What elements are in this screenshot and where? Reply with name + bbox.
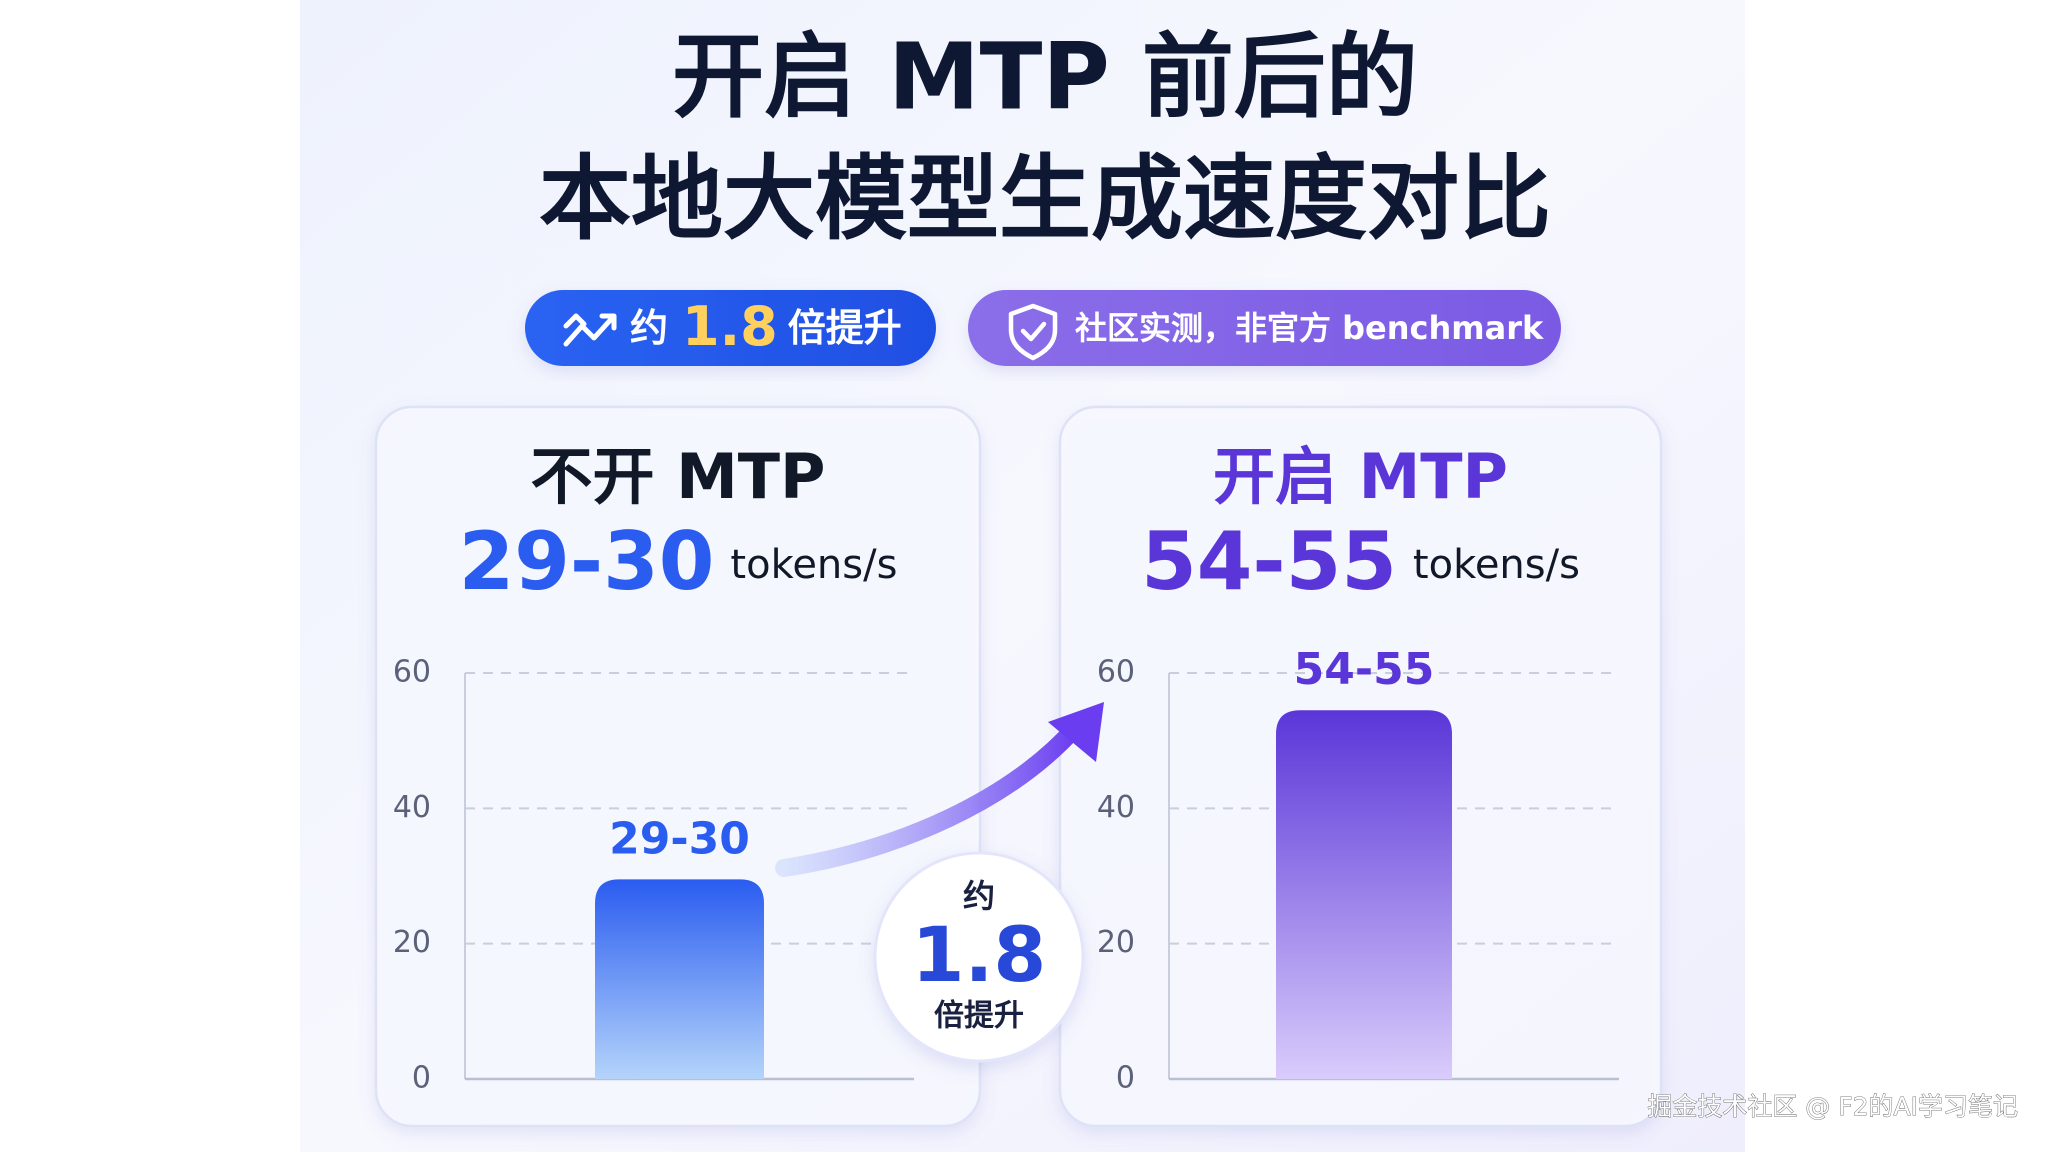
badge-speedup: 约 1.8 倍提升 [525, 290, 936, 366]
circle-value: 1.8 [912, 910, 1047, 999]
trend-icon [563, 313, 617, 347]
arrow-head [1048, 702, 1104, 762]
y-tick-label: 20 [1097, 925, 1135, 960]
card-speed: 29-30 tokens/s [459, 515, 898, 608]
badge-highlight: 1.8 [682, 295, 778, 358]
speed-value: 29-30 [459, 515, 715, 608]
y-tick-label: 60 [1097, 655, 1135, 690]
card-title: 不开 MTP [530, 440, 825, 513]
badge-suffix: 倍提升 [788, 306, 902, 350]
shield-icon [1008, 303, 1058, 361]
speed-unit: tokens/s [730, 542, 897, 588]
circle-bg [873, 851, 1085, 1063]
circle-prefix: 约 [963, 877, 995, 915]
badge-text: 约 1.8 倍提升 [630, 295, 902, 358]
y-tick-label: 60 [393, 655, 431, 690]
card-title: 开启 MTP [1213, 440, 1508, 513]
bar [1276, 710, 1452, 1079]
bar [595, 879, 764, 1079]
speedup-circle: 约 1.8 倍提升 [873, 851, 1085, 1063]
badge-bg [525, 290, 936, 366]
growth-arrow [775, 702, 1104, 877]
badge-bg [968, 290, 1561, 366]
badge-prefix: 约 [630, 306, 668, 350]
speed-unit: tokens/s [1413, 542, 1580, 588]
value-label: 29-30 [609, 813, 750, 864]
y-tick-label: 40 [1097, 790, 1135, 825]
value-label: 54-55 [1294, 644, 1435, 695]
y-tick-label: 0 [412, 1061, 431, 1096]
arrow-shaft [775, 719, 1084, 877]
check-icon [1020, 321, 1047, 342]
badge-disclaimer: 社区实测，非官方 benchmark [968, 290, 1561, 366]
y-tick-label: 0 [1116, 1061, 1135, 1096]
title-line: 本地大模型生成速度对比 [539, 145, 1551, 252]
speed-value: 54-55 [1141, 515, 1397, 608]
y-tick-label: 20 [393, 925, 431, 960]
title-line: 开启 MTP 前后的 [672, 23, 1418, 130]
card-speed: 54-55 tokens/s [1141, 515, 1580, 608]
card-bg [374, 405, 982, 1128]
badge-text: 社区实测，非官方 benchmark [1075, 309, 1544, 347]
circle-suffix: 倍提升 [934, 999, 1024, 1034]
y-tick-label: 40 [393, 790, 431, 825]
watermark: 掘金技术社区 @ F2的AI学习笔记 [1647, 1092, 2018, 1121]
